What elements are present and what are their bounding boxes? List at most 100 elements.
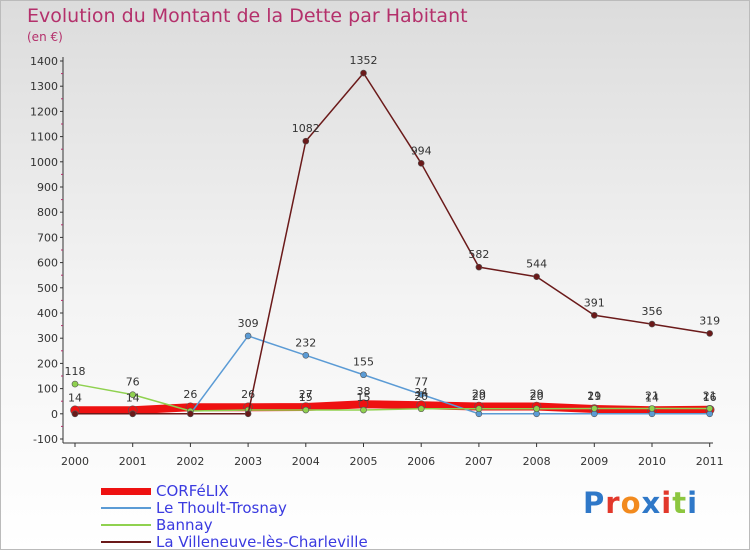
- data-label-bannay: 15: [357, 391, 371, 404]
- y-tick-label: 400: [37, 307, 58, 320]
- legend-item-corf-lix: CORFéLIX: [101, 482, 421, 500]
- y-tick-label: 900: [37, 181, 58, 194]
- logo-letter: o: [620, 486, 642, 520]
- data-point-la-villeneuve-l-s-charleville: [590, 311, 598, 319]
- y-tick-label: 500: [37, 282, 58, 295]
- y-tick-label: 600: [37, 257, 58, 270]
- data-point-la-villeneuve-l-s-charleville: [187, 410, 194, 418]
- data-point-bannay: [302, 406, 310, 414]
- data-label-corf-lix: 26: [241, 388, 255, 401]
- data-point-le-thoult-trosnay: [244, 332, 252, 340]
- data-label-bannay: 21: [645, 390, 659, 403]
- legend-label: La Villeneuve-lès-Charleville: [156, 533, 368, 550]
- x-tick-label: 2010: [638, 455, 666, 468]
- y-tick-label: 300: [37, 332, 58, 345]
- legend-item-la-villeneuve-l-s-charleville: La Villeneuve-lès-Charleville: [101, 533, 421, 550]
- data-label-bannay: 21: [587, 390, 601, 403]
- data-point-bannay: [590, 405, 598, 412]
- data-point-la-villeneuve-l-s-charleville: [706, 330, 714, 337]
- logo-letter: t: [672, 486, 688, 520]
- logo-letter: r: [605, 486, 621, 520]
- y-tick-label: 1400: [30, 55, 58, 68]
- x-tick-label: 2008: [523, 455, 551, 468]
- y-tick-label: 800: [37, 206, 58, 219]
- data-point-la-villeneuve-l-s-charleville: [475, 263, 483, 271]
- data-point-bannay: [648, 405, 656, 412]
- data-label-corf-lix: 14: [645, 391, 659, 404]
- data-label-la-villeneuve-l-s-charleville: 391: [584, 296, 605, 309]
- logo-letter: i: [687, 486, 699, 520]
- logo-letter: x: [641, 486, 662, 520]
- chart-unit-label: (en €): [27, 30, 63, 44]
- data-label-corf-lix: 29: [530, 387, 544, 400]
- data-point-la-villeneuve-l-s-charleville: [417, 160, 425, 167]
- legend: CORFéLIX Le Thoult-Trosnay Bannay La Villen…: [101, 482, 421, 550]
- data-label-corf-lix: 29: [472, 387, 486, 400]
- data-label-corf-lix: 26: [183, 388, 197, 401]
- data-label-la-villeneuve-l-s-charleville: 1082: [292, 122, 320, 135]
- data-point-le-thoult-trosnay: [417, 391, 425, 398]
- x-tick-label: 2003: [234, 455, 262, 468]
- x-tick-label: 2004: [292, 455, 320, 468]
- y-tick-label: 1100: [30, 131, 58, 144]
- data-label-corf-lix: 19: [587, 390, 601, 403]
- data-label-bannay: 21: [703, 390, 717, 403]
- y-tick-label: 100: [37, 383, 58, 396]
- legend-label: Bannay: [156, 516, 213, 534]
- y-tick-label: 1300: [30, 80, 58, 93]
- data-label-la-villeneuve-l-s-charleville: 994: [411, 144, 432, 157]
- data-label-corf-lix: 34: [414, 386, 428, 399]
- y-tick-label: 0: [51, 408, 58, 421]
- data-label-le-thoult-trosnay: 232: [295, 336, 316, 349]
- data-point-la-villeneuve-l-s-charleville: [244, 410, 252, 418]
- legend-item-bannay: Bannay: [101, 516, 421, 534]
- data-label-la-villeneuve-l-s-charleville: 544: [526, 258, 547, 271]
- data-point-bannay: [533, 405, 540, 413]
- x-tick-label: 2007: [465, 455, 493, 468]
- data-point-le-thoult-trosnay: [360, 371, 367, 379]
- x-tick-label: 2006: [407, 455, 435, 468]
- chart-title: Evolution du Montant de la Dette par Hab…: [27, 5, 468, 27]
- data-point-la-villeneuve-l-s-charleville: [302, 137, 310, 145]
- x-tick-label: 2009: [580, 455, 608, 468]
- legend-label: CORFéLIX: [156, 482, 229, 500]
- series-line-bannay: [74, 383, 710, 412]
- data-label-bannay: 20: [414, 390, 428, 403]
- legend-swatch: [101, 488, 151, 495]
- data-point-la-villeneuve-l-s-charleville: [129, 410, 136, 418]
- y-tick-label: 1000: [30, 156, 58, 169]
- data-label-bannay: 20: [472, 390, 486, 403]
- data-label-corf-lix: 14: [68, 391, 82, 404]
- logo-letter: i: [661, 486, 673, 520]
- data-label-le-thoult-trosnay: 155: [353, 356, 374, 369]
- logo-letter: P: [583, 486, 606, 520]
- data-label-corf-lix: 38: [357, 385, 371, 398]
- data-point-la-villeneuve-l-s-charleville: [71, 410, 79, 418]
- data-point-bannay: [71, 380, 79, 388]
- legend-swatch: [101, 524, 151, 526]
- x-tick-label: 2000: [61, 455, 89, 468]
- x-tick-label: 2011: [696, 455, 724, 468]
- data-label-le-thoult-trosnay: 77: [414, 375, 428, 388]
- x-tick-label: 2005: [350, 455, 378, 468]
- data-label-la-villeneuve-l-s-charleville: 582: [468, 248, 489, 261]
- data-point-la-villeneuve-l-s-charleville: [533, 273, 540, 281]
- x-tick-label: 2001: [119, 455, 147, 468]
- data-point-bannay: [417, 405, 425, 413]
- data-label-bannay: 15: [299, 391, 313, 404]
- data-label-la-villeneuve-l-s-charleville: 1352: [350, 54, 378, 67]
- data-label-corf-lix: 14: [126, 391, 140, 404]
- data-label-la-villeneuve-l-s-charleville: 356: [642, 305, 663, 318]
- data-label-corf-lix: 27: [299, 388, 313, 401]
- series-line-la-villeneuve-l-s-charleville: [75, 72, 710, 415]
- legend-swatch: [101, 507, 151, 509]
- data-point-bannay: [475, 405, 483, 413]
- data-point-la-villeneuve-l-s-charleville: [648, 320, 656, 328]
- y-tick-label: 700: [37, 231, 58, 244]
- y-tick-label: 1200: [30, 105, 58, 118]
- data-point-bannay: [706, 405, 714, 412]
- y-tick-label: -100: [33, 433, 58, 446]
- data-label-bannay: 76: [126, 376, 140, 389]
